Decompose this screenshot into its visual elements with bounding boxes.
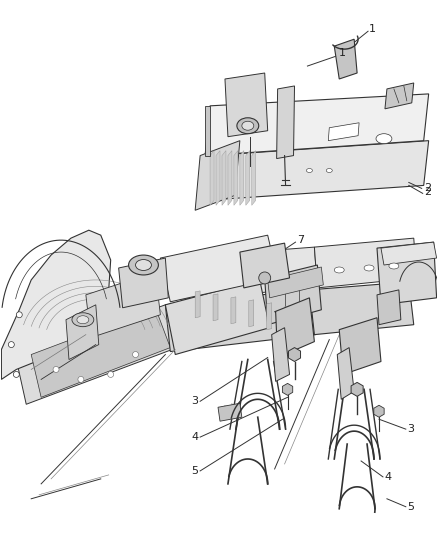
- Polygon shape: [314, 238, 417, 288]
- Text: 3: 3: [191, 397, 198, 406]
- Polygon shape: [119, 258, 168, 308]
- Polygon shape: [328, 123, 359, 141]
- Circle shape: [16, 312, 22, 318]
- Polygon shape: [275, 298, 314, 358]
- Ellipse shape: [77, 316, 89, 324]
- Polygon shape: [210, 151, 214, 205]
- Polygon shape: [381, 242, 437, 265]
- Polygon shape: [86, 272, 160, 337]
- Polygon shape: [170, 247, 318, 300]
- Polygon shape: [377, 242, 437, 305]
- Polygon shape: [252, 151, 256, 205]
- Ellipse shape: [237, 118, 259, 134]
- Ellipse shape: [72, 313, 94, 327]
- Polygon shape: [246, 151, 250, 205]
- Circle shape: [13, 372, 19, 377]
- Text: 2: 2: [424, 183, 431, 193]
- Polygon shape: [216, 151, 220, 205]
- Polygon shape: [165, 290, 315, 352]
- Polygon shape: [334, 39, 357, 79]
- Polygon shape: [222, 151, 226, 205]
- Polygon shape: [66, 305, 99, 360]
- Ellipse shape: [326, 168, 332, 173]
- Polygon shape: [160, 235, 278, 302]
- Text: 4: 4: [384, 472, 391, 482]
- Polygon shape: [31, 308, 170, 397]
- Text: 1: 1: [339, 48, 346, 58]
- Text: 4: 4: [191, 432, 198, 442]
- Ellipse shape: [376, 134, 392, 144]
- Text: 1: 1: [369, 24, 376, 34]
- Polygon shape: [240, 243, 290, 288]
- Polygon shape: [195, 141, 240, 211]
- Circle shape: [8, 342, 14, 348]
- Polygon shape: [205, 94, 429, 156]
- Polygon shape: [377, 290, 401, 325]
- Ellipse shape: [135, 260, 152, 270]
- Polygon shape: [285, 306, 290, 333]
- Circle shape: [259, 272, 271, 284]
- Polygon shape: [265, 265, 321, 325]
- Polygon shape: [268, 267, 323, 298]
- Polygon shape: [272, 328, 290, 382]
- Polygon shape: [240, 151, 244, 205]
- Text: 5: 5: [191, 466, 198, 476]
- Polygon shape: [339, 318, 381, 375]
- Polygon shape: [16, 305, 185, 404]
- Polygon shape: [309, 282, 414, 335]
- Circle shape: [78, 376, 84, 382]
- Polygon shape: [1, 230, 111, 379]
- Polygon shape: [213, 294, 218, 321]
- Polygon shape: [231, 297, 236, 324]
- Polygon shape: [303, 309, 307, 336]
- Polygon shape: [228, 151, 232, 205]
- Ellipse shape: [364, 265, 374, 271]
- Circle shape: [53, 367, 59, 373]
- Circle shape: [108, 372, 114, 377]
- Polygon shape: [218, 403, 242, 421]
- Polygon shape: [385, 83, 414, 109]
- Polygon shape: [277, 86, 294, 158]
- Circle shape: [133, 352, 138, 358]
- Polygon shape: [337, 348, 354, 399]
- Text: 7: 7: [297, 235, 304, 245]
- Polygon shape: [205, 141, 429, 200]
- Ellipse shape: [242, 122, 254, 130]
- Ellipse shape: [389, 263, 399, 269]
- Polygon shape: [225, 73, 268, 136]
- Polygon shape: [249, 300, 254, 327]
- Polygon shape: [267, 303, 272, 330]
- Text: 2: 2: [424, 188, 431, 197]
- Ellipse shape: [307, 168, 312, 173]
- Polygon shape: [205, 106, 210, 156]
- Polygon shape: [165, 280, 270, 354]
- Ellipse shape: [129, 255, 159, 275]
- Polygon shape: [195, 291, 200, 318]
- Text: 3: 3: [407, 424, 414, 434]
- Text: 5: 5: [407, 502, 414, 512]
- Ellipse shape: [334, 267, 344, 273]
- Polygon shape: [234, 151, 238, 205]
